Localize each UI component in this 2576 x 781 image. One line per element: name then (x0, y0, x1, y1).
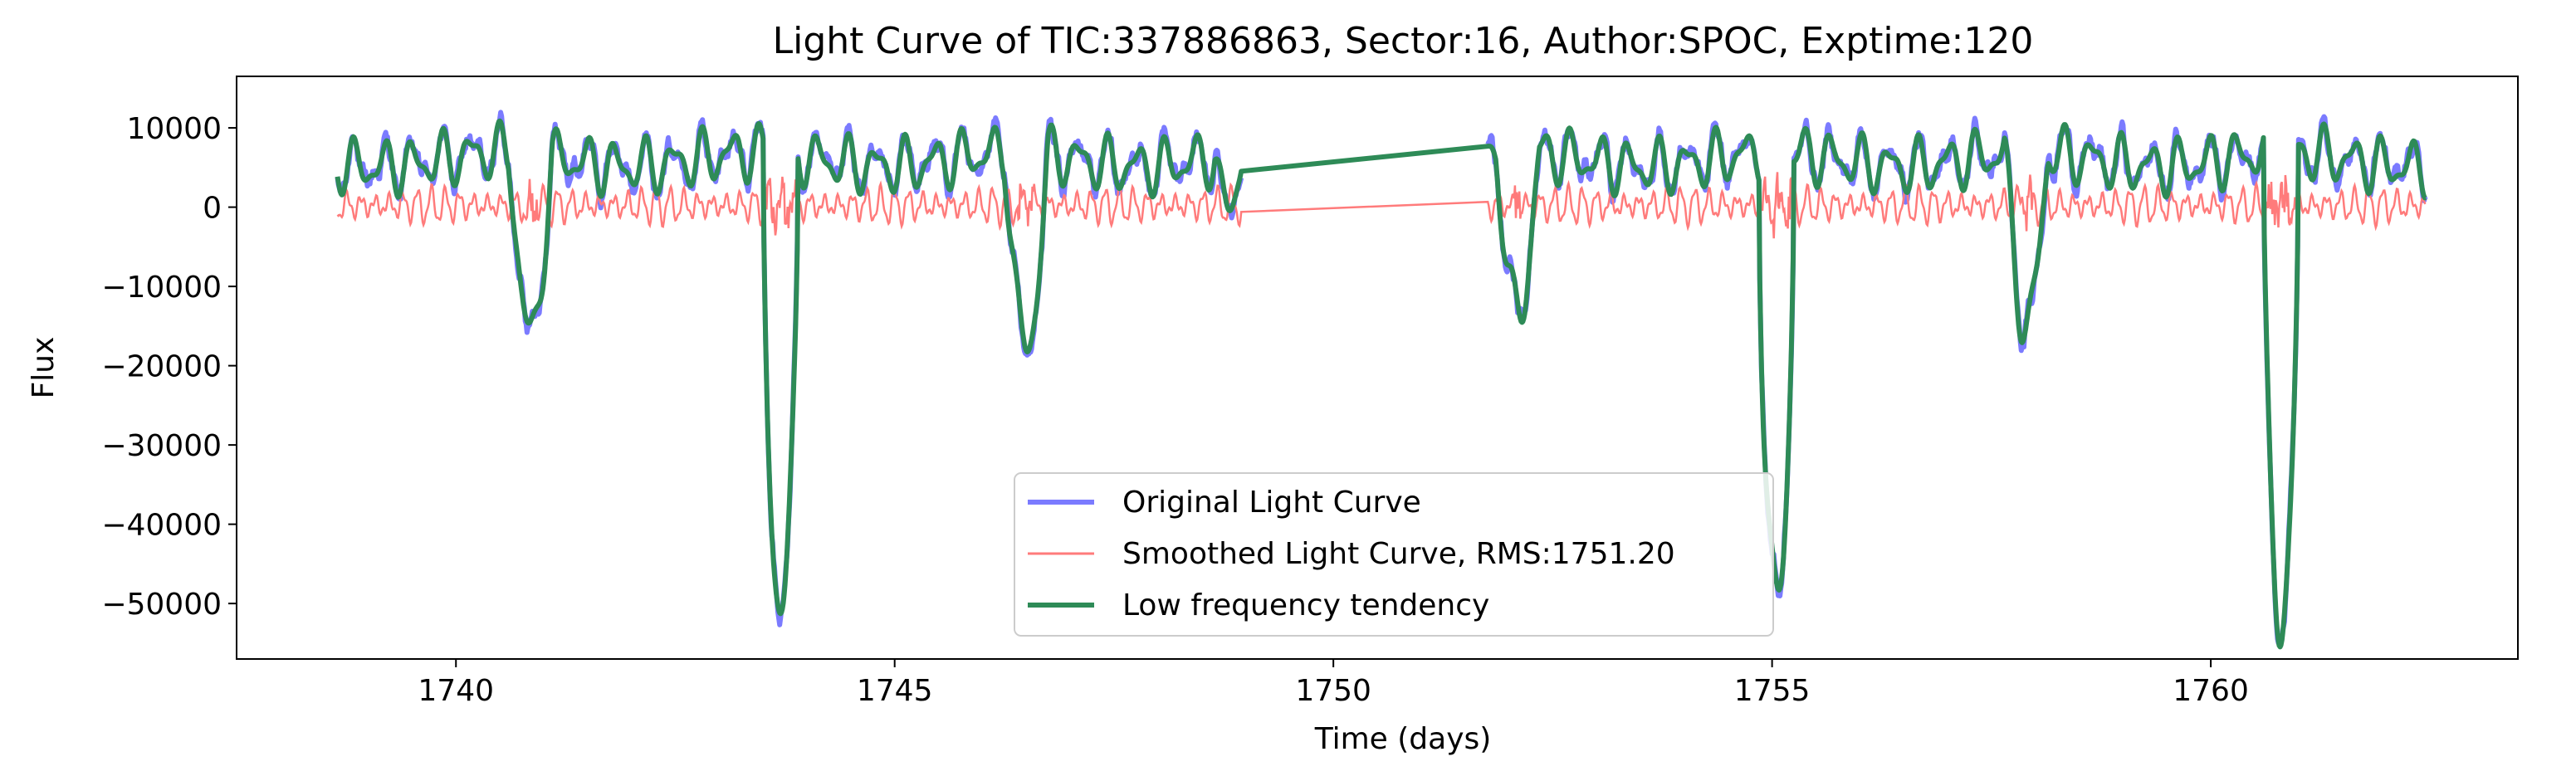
y-tick-label: −40000 (101, 509, 222, 543)
legend: Original Light Curve Smoothed Light Curv… (1014, 472, 1774, 637)
series-smoothed-line (336, 172, 2427, 239)
x-axis-label: Time (days) (1314, 722, 1492, 756)
y-axis-label: Flux (27, 337, 61, 399)
plot-frame (236, 76, 2519, 660)
y-tick-label: −20000 (101, 350, 222, 384)
x-axis: 1740 1745 1750 1755 1760 (418, 659, 2249, 708)
series-layer (335, 110, 2428, 650)
legend-box (1014, 472, 1774, 637)
legend-label-smoothed: Smoothed Light Curve, RMS:1751.20 (1122, 537, 1675, 571)
x-tick-label: 1755 (1734, 674, 1811, 708)
x-tick-label: 1740 (418, 674, 494, 708)
series-trend-line (335, 118, 2427, 650)
y-axis: 10000 0 −10000 −20000 −30000 −40000 −50000 (101, 112, 237, 622)
chart-title: Light Curve of TIC:337886863, Sector:16,… (773, 20, 2034, 62)
legend-label-trend: Low frequency tendency (1122, 588, 1489, 622)
x-tick-label: 1745 (857, 674, 933, 708)
x-tick-label: 1760 (2173, 674, 2249, 708)
y-tick-label: −10000 (101, 271, 222, 305)
y-tick-label: −50000 (101, 588, 222, 622)
legend-label-original: Original Light Curve (1122, 486, 1421, 520)
y-tick-label: 0 (203, 192, 222, 226)
x-tick-label: 1750 (1295, 674, 1371, 708)
y-tick-label: 10000 (126, 112, 222, 146)
y-tick-label: −30000 (101, 429, 222, 463)
